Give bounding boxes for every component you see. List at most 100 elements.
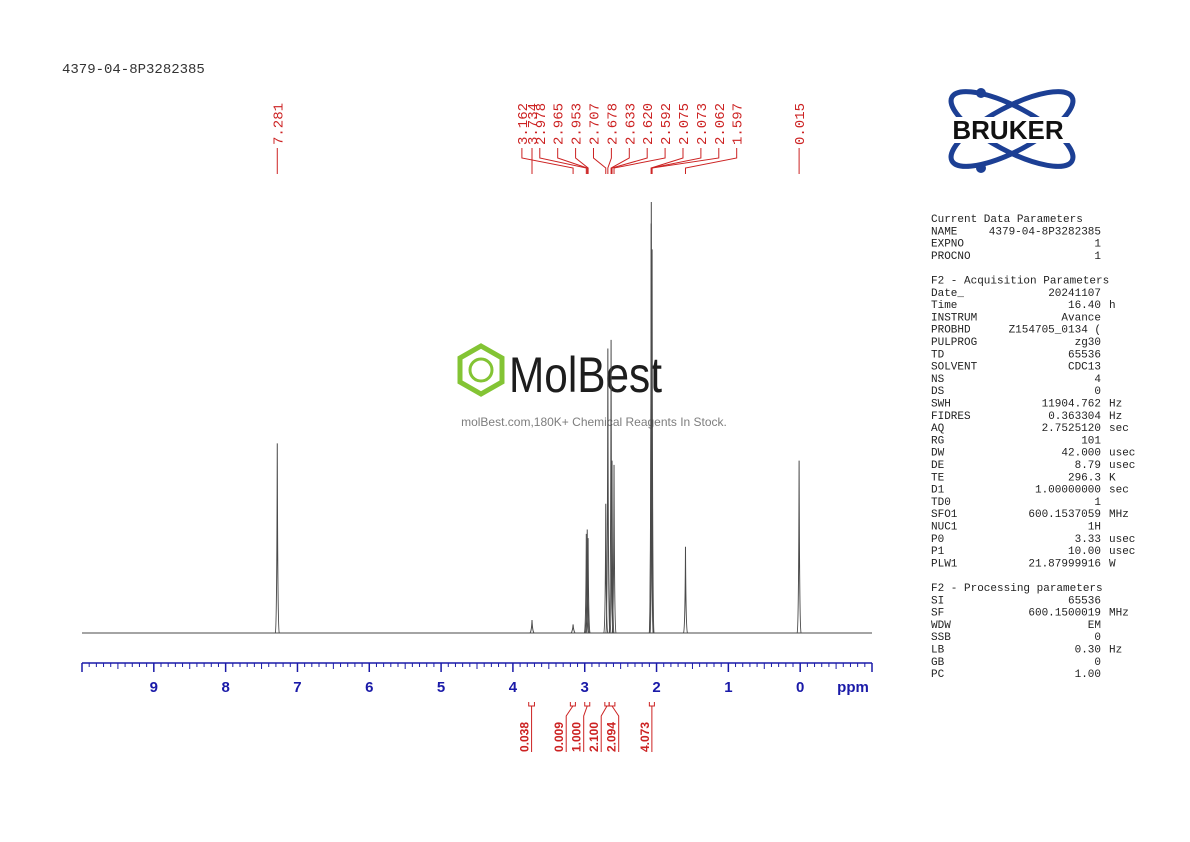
- integral-bracket: [583, 702, 591, 752]
- x-tick-label: 8: [221, 679, 229, 696]
- parameter-section-title: Current Data Parameters: [931, 214, 1083, 226]
- peak-leader: [684, 148, 738, 174]
- parameter-unit: W: [1109, 558, 1116, 570]
- x-tick-label: 9: [150, 679, 158, 696]
- parameter-unit: sec: [1109, 485, 1129, 497]
- parameter-value: 21.87999916: [1028, 558, 1101, 570]
- parameter-name: Date_: [931, 288, 964, 300]
- x-tick-label: 3: [581, 679, 589, 696]
- parameter-name: D1: [931, 485, 945, 497]
- parameter-name: TD0: [931, 497, 951, 509]
- parameter-name: SFO1: [931, 509, 958, 521]
- parameter-name: P1: [931, 546, 945, 558]
- parameter-name: AQ: [931, 423, 945, 435]
- parameter-value: 16.40: [1068, 300, 1101, 312]
- parameter-unit: MHz: [1109, 509, 1129, 521]
- x-axis-label: ppm: [837, 679, 869, 696]
- parameter-name: FIDRES: [931, 411, 971, 423]
- parameter-unit: usec: [1109, 546, 1135, 558]
- parameter-value: 600.1500019: [1028, 608, 1101, 620]
- parameter-value: 296.3: [1068, 472, 1101, 484]
- x-tick-label: 4: [509, 679, 518, 696]
- integral-bracket: [608, 702, 620, 752]
- peak: [608, 339, 614, 634]
- x-tick-label: 7: [293, 679, 301, 696]
- peak-leader: [539, 148, 587, 174]
- parameter-name: LB: [931, 645, 945, 657]
- peak-label: 2.978: [534, 103, 550, 145]
- peak-label: 3.734: [526, 103, 542, 145]
- parameter-name: SF: [931, 608, 944, 620]
- integral-bracket: [565, 702, 576, 752]
- integral-label: 0.038: [518, 722, 532, 752]
- parameter-value: 2.7525120: [1042, 423, 1101, 435]
- peak-label: 2.707: [587, 103, 603, 145]
- peak-leader: [607, 148, 612, 174]
- parameter-section-title: F2 - Acquisition Parameters: [931, 276, 1109, 288]
- x-tick-label: 6: [365, 679, 373, 696]
- peak-label: 2.678: [605, 103, 621, 145]
- sample-id: 4379-04-8P3282385: [62, 62, 205, 78]
- parameter-value: 0.30: [1075, 645, 1101, 657]
- parameter-value: 0: [1094, 632, 1101, 644]
- integral-label: 2.094: [605, 722, 619, 752]
- peak-leader: [557, 148, 588, 174]
- parameter-unit: Hz: [1109, 411, 1122, 423]
- parameter-value: 1: [1094, 497, 1101, 509]
- parameter-value: 1H: [1088, 522, 1101, 534]
- peak: [683, 546, 688, 634]
- parameter-value: Avance: [1061, 312, 1101, 324]
- parameter-name: TE: [931, 472, 945, 484]
- parameter-name: SI: [931, 595, 944, 607]
- bruker-logo: BRUKER: [925, 88, 1091, 173]
- peak-label: 2.633: [623, 103, 639, 145]
- parameter-name: WDW: [931, 620, 951, 632]
- parameter-unit: sec: [1109, 423, 1129, 435]
- peak-leader: [521, 148, 574, 174]
- integral-label: 0.009: [552, 722, 566, 752]
- parameter-name: Time: [931, 300, 957, 312]
- peak-leader: [575, 148, 589, 174]
- parameter-value: 1.00: [1075, 669, 1101, 681]
- peak-label: 2.620: [641, 103, 657, 145]
- parameter-value: 8.79: [1075, 460, 1101, 472]
- peak-label: 2.592: [659, 103, 675, 145]
- parameter-name: SSB: [931, 632, 951, 644]
- peak-leader: [610, 148, 630, 174]
- parameter-name: SOLVENT: [931, 362, 978, 374]
- parameter-name: DS: [931, 386, 945, 398]
- peak-label: 2.062: [713, 103, 729, 145]
- peak: [648, 201, 654, 634]
- peak-label: 3.162: [516, 103, 532, 145]
- integral-bracket: [648, 702, 655, 752]
- peak-leader: [650, 148, 684, 174]
- peak-label: 2.965: [552, 103, 568, 145]
- peak: [649, 249, 655, 634]
- watermark-title: MolBest: [509, 347, 662, 403]
- logo-text: BRUKER: [952, 115, 1063, 145]
- parameter-value: 65536: [1068, 595, 1101, 607]
- parameter-value: 65536: [1068, 349, 1101, 361]
- parameter-value: 0.363304: [1048, 411, 1101, 423]
- peak: [274, 443, 280, 634]
- peak-label: 7.281: [271, 103, 287, 145]
- parameter-value: 11904.762: [1042, 399, 1101, 411]
- parameter-value: 42.000: [1061, 448, 1101, 460]
- parameter-value: 1: [1094, 251, 1101, 263]
- parameter-name: PC: [931, 669, 945, 681]
- parameter-name: DW: [931, 448, 945, 460]
- peak-label: 1.597: [731, 103, 747, 145]
- parameter-value: CDC13: [1068, 362, 1101, 374]
- parameter-value: 3.33: [1075, 534, 1101, 546]
- peak: [585, 538, 591, 634]
- parameter-value: 600.1537059: [1028, 509, 1101, 521]
- parameter-name: EXPNO: [931, 239, 964, 251]
- parameter-section-title: F2 - Processing parameters: [931, 583, 1103, 595]
- peak-leader: [613, 148, 666, 174]
- integral-bracket: [528, 702, 535, 752]
- integral-label: 1.000: [570, 722, 584, 752]
- peak-leader: [592, 148, 607, 174]
